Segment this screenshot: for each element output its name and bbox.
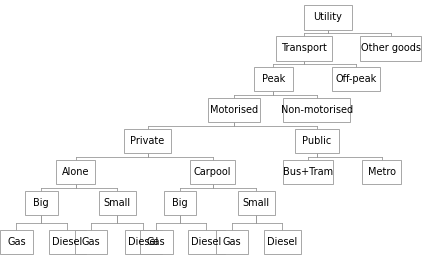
Text: Gas: Gas [82, 237, 100, 247]
Text: Small: Small [243, 198, 270, 208]
FancyBboxPatch shape [164, 191, 197, 215]
Text: Gas: Gas [147, 237, 165, 247]
FancyBboxPatch shape [125, 230, 162, 254]
FancyBboxPatch shape [49, 230, 86, 254]
Text: Peak: Peak [262, 74, 285, 84]
Text: Bus+Tram: Bus+Tram [283, 167, 333, 177]
FancyBboxPatch shape [283, 160, 333, 184]
FancyBboxPatch shape [360, 36, 421, 61]
FancyBboxPatch shape [0, 230, 33, 254]
Text: Off-peak: Off-peak [335, 74, 377, 84]
Text: Diesel: Diesel [267, 237, 297, 247]
FancyBboxPatch shape [264, 230, 300, 254]
Text: Alone: Alone [62, 167, 90, 177]
Text: Transport: Transport [281, 43, 327, 54]
FancyBboxPatch shape [99, 191, 135, 215]
Text: Gas: Gas [223, 237, 241, 247]
FancyBboxPatch shape [140, 230, 173, 254]
FancyBboxPatch shape [190, 160, 235, 184]
Text: Motorised: Motorised [210, 105, 258, 115]
FancyBboxPatch shape [304, 5, 352, 30]
Text: Gas: Gas [7, 237, 26, 247]
Text: Private: Private [131, 136, 164, 146]
FancyBboxPatch shape [25, 191, 57, 215]
Text: Carpool: Carpool [194, 167, 231, 177]
FancyBboxPatch shape [208, 98, 260, 122]
Text: Public: Public [302, 136, 332, 146]
FancyBboxPatch shape [56, 160, 95, 184]
Text: Big: Big [172, 198, 188, 208]
Text: Non-motorised: Non-motorised [281, 105, 353, 115]
Text: Diesel: Diesel [128, 237, 158, 247]
FancyBboxPatch shape [216, 230, 248, 254]
Text: Metro: Metro [368, 167, 396, 177]
FancyBboxPatch shape [283, 98, 351, 122]
FancyBboxPatch shape [238, 191, 274, 215]
Text: Big: Big [33, 198, 49, 208]
Text: Other goods: Other goods [361, 43, 421, 54]
Text: Utility: Utility [313, 12, 342, 23]
FancyBboxPatch shape [254, 67, 293, 91]
FancyBboxPatch shape [362, 160, 401, 184]
FancyBboxPatch shape [124, 129, 171, 153]
Text: Small: Small [104, 198, 131, 208]
Text: Diesel: Diesel [52, 237, 82, 247]
FancyBboxPatch shape [187, 230, 225, 254]
FancyBboxPatch shape [75, 230, 107, 254]
FancyBboxPatch shape [276, 36, 332, 61]
Text: Diesel: Diesel [191, 237, 221, 247]
FancyBboxPatch shape [332, 67, 380, 91]
FancyBboxPatch shape [295, 129, 339, 153]
